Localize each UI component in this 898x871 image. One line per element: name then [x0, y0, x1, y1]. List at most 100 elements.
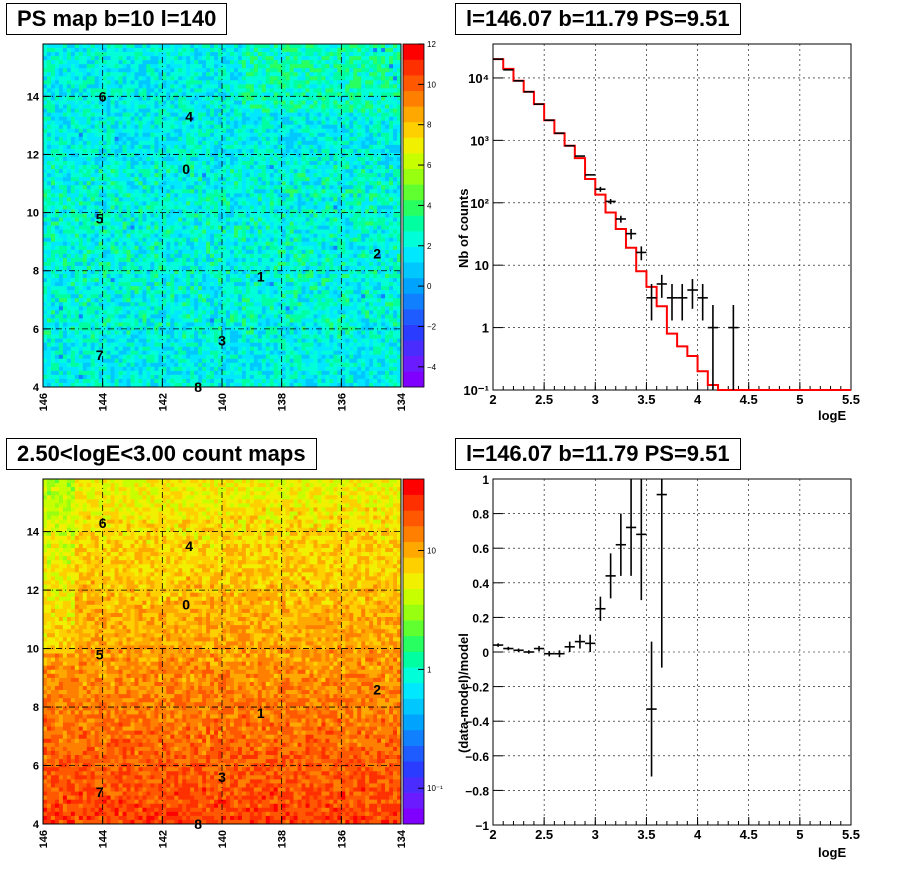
y-tick-label: 10⁻¹: [463, 383, 489, 398]
source-label-0: 0: [182, 597, 190, 613]
residual-xlabel: logE: [818, 845, 847, 860]
y-tick-label: 10: [27, 644, 39, 656]
colorbar-tick-label: −4: [427, 363, 437, 372]
x-tick-label: 140: [217, 830, 229, 848]
x-tick-label: 3: [592, 827, 599, 842]
x-tick-label: 3.5: [637, 392, 655, 407]
data-point: [625, 228, 637, 240]
source-label-7: 7: [96, 347, 104, 363]
x-tick-label: 5: [796, 392, 803, 407]
source-label-6: 6: [99, 88, 107, 104]
x-tick-label: 134: [396, 829, 408, 848]
source-label-3: 3: [218, 769, 226, 785]
y-tick-label: −0.2: [465, 681, 489, 695]
y-tick-label: 1: [482, 321, 489, 336]
ps-map-title: PS map b=10 l=140: [6, 3, 228, 35]
colorbar-tick-label: −2: [427, 322, 437, 331]
source-label-6: 6: [99, 515, 107, 531]
x-tick-label: 4: [694, 827, 702, 842]
x-tick-label: 2.5: [535, 827, 553, 842]
source-label-0: 0: [182, 161, 190, 177]
residual-point: [656, 479, 667, 668]
data-point: [728, 305, 739, 390]
x-tick-label: 136: [336, 393, 348, 411]
source-label-3: 3: [218, 332, 226, 348]
residual-point: [636, 479, 647, 601]
data-point: [666, 283, 678, 321]
x-tick-label: 5.5: [842, 392, 860, 407]
y-tick-label: 14: [27, 527, 40, 539]
source-label-2: 2: [373, 245, 381, 261]
source-label-5: 5: [96, 646, 104, 662]
spectrum-frame: [492, 43, 852, 391]
colorbar-tick-label: 12: [427, 40, 436, 49]
colorbar-tick-label: 1: [427, 665, 432, 674]
x-tick-label: 2.5: [535, 392, 553, 407]
x-tick-label: 4: [694, 392, 702, 407]
x-tick-label: 5: [796, 827, 803, 842]
source-label-4: 4: [185, 538, 193, 554]
data-point: [656, 274, 667, 298]
data-point: [697, 283, 708, 321]
y-tick-label: 10³: [470, 133, 489, 148]
data-point: [636, 246, 647, 261]
y-tick-label: 10²: [470, 196, 489, 211]
y-tick-label: −1: [475, 819, 489, 833]
residual-point: [503, 646, 514, 651]
residual-point: [585, 634, 596, 652]
source-label-7: 7: [96, 784, 104, 800]
y-tick-label: 10: [475, 258, 489, 273]
x-tick-label: 2: [489, 392, 496, 407]
residual-frame: [492, 478, 852, 826]
y-tick-label: −0.6: [465, 750, 489, 764]
residual-point: [615, 513, 626, 576]
residual-point: [564, 641, 575, 652]
x-tick-label: 3: [592, 392, 599, 407]
y-tick-label: 10⁴: [468, 71, 489, 86]
x-tick-label: 144: [98, 829, 110, 848]
data-point: [595, 186, 606, 192]
residual-point: [493, 643, 504, 647]
residual-point: [574, 634, 586, 649]
heatmap-grid: [43, 44, 401, 387]
data-point: [615, 215, 626, 223]
data-point: [646, 283, 657, 321]
x-tick-label: 138: [277, 393, 289, 411]
colorbar-tick-label: 0: [427, 282, 432, 291]
colorbar-tick-label: 8: [427, 121, 432, 130]
residual-grid: [493, 479, 851, 825]
x-tick-label: 136: [336, 830, 348, 848]
y-tick-label: 0.8: [472, 508, 489, 522]
y-tick-label: −0.4: [465, 715, 489, 729]
y-tick-label: 12: [27, 149, 39, 161]
data-point: [707, 305, 719, 390]
spectrum-title: l=146.07 b=11.79 PS=9.51: [455, 3, 741, 35]
x-tick-label: 146: [38, 830, 50, 848]
colorbar-tick-label: 10⁻¹: [427, 784, 443, 793]
colorbar: [402, 43, 425, 388]
residual-point: [544, 651, 555, 657]
spectrum-grid: [493, 44, 851, 390]
colorbar-tick-label: 10: [427, 80, 436, 89]
x-tick-label: 4.5: [740, 392, 758, 407]
source-label-8: 8: [194, 816, 202, 832]
spectrum-plot: [492, 43, 852, 391]
y-tick-label: 0.6: [472, 542, 489, 556]
count-map-title: 2.50<logE<3.00 count maps: [6, 438, 317, 470]
model-histogram: [493, 58, 851, 391]
colorbar: [402, 478, 425, 825]
y-tick-label: 6: [33, 761, 39, 773]
residual-point: [595, 596, 606, 621]
colorbar-tick-label: 6: [427, 161, 432, 170]
x-tick-label: 134: [396, 392, 408, 411]
colorbar-tick-label: 4: [427, 201, 432, 210]
y-tick-label: −0.8: [465, 784, 489, 798]
y-tick-label: 14: [27, 91, 40, 103]
residual-point: [605, 553, 616, 599]
data-point: [605, 198, 616, 205]
source-label-8: 8: [194, 379, 202, 395]
x-tick-label: 144: [98, 392, 110, 411]
residual-plot: [492, 478, 852, 826]
residual-point: [533, 645, 545, 652]
